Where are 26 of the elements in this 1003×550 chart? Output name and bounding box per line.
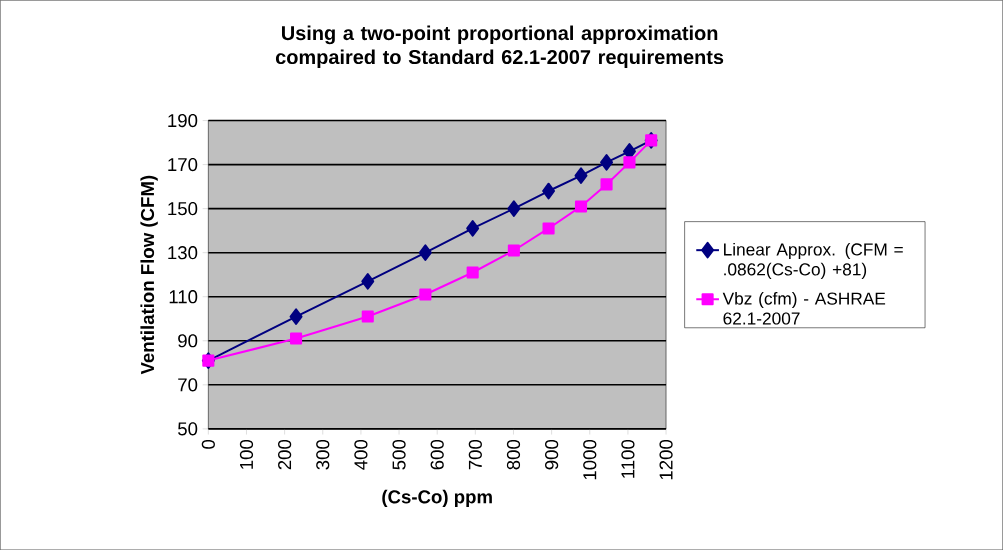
y-tick-label: 90 <box>178 334 198 348</box>
y-tick-label: 110 <box>169 290 198 304</box>
y-tick-label: 50 <box>178 422 198 436</box>
x-tick-label: 600 <box>430 439 444 470</box>
x-tick-label: 900 <box>545 439 559 470</box>
x-tick-label: 1100 <box>621 439 635 478</box>
y-tick-label: 70 <box>178 378 198 392</box>
legend-label: Vbz (cfm) - ASHRAE 62.1-2007 <box>722 291 886 325</box>
x-tick-label: 400 <box>354 439 368 470</box>
x-tick-label: 500 <box>392 439 406 470</box>
x-tick-label: 1200 <box>659 439 673 480</box>
x-tick-label: 1000 <box>583 439 597 480</box>
x-tick-label: 100 <box>239 439 254 469</box>
y-tick-label: 150 <box>168 201 198 216</box>
y-axis-title: Ventilation Flow (CFM) <box>140 175 158 375</box>
legend-label: Linear Approx. (CFM = .0862(Cs-Co) +81) <box>724 242 903 279</box>
y-tick-label: 130 <box>168 246 198 260</box>
x-tick-label: 200 <box>278 439 292 470</box>
x-tick-label: 300 <box>316 439 330 470</box>
chart-title: Using a two-point proportional approximation compaired to Standard 62.1-2007 requirements <box>275 25 724 68</box>
y-tick-label: 170 <box>168 157 198 172</box>
y-tick-label: 190 <box>168 113 198 128</box>
x-tick-label: 700 <box>468 439 482 470</box>
x-axis-title: (Cs-Co) ppm <box>382 489 492 508</box>
x-tick-label: 800 <box>506 439 521 470</box>
x-tick-label: 0 <box>201 439 215 449</box>
